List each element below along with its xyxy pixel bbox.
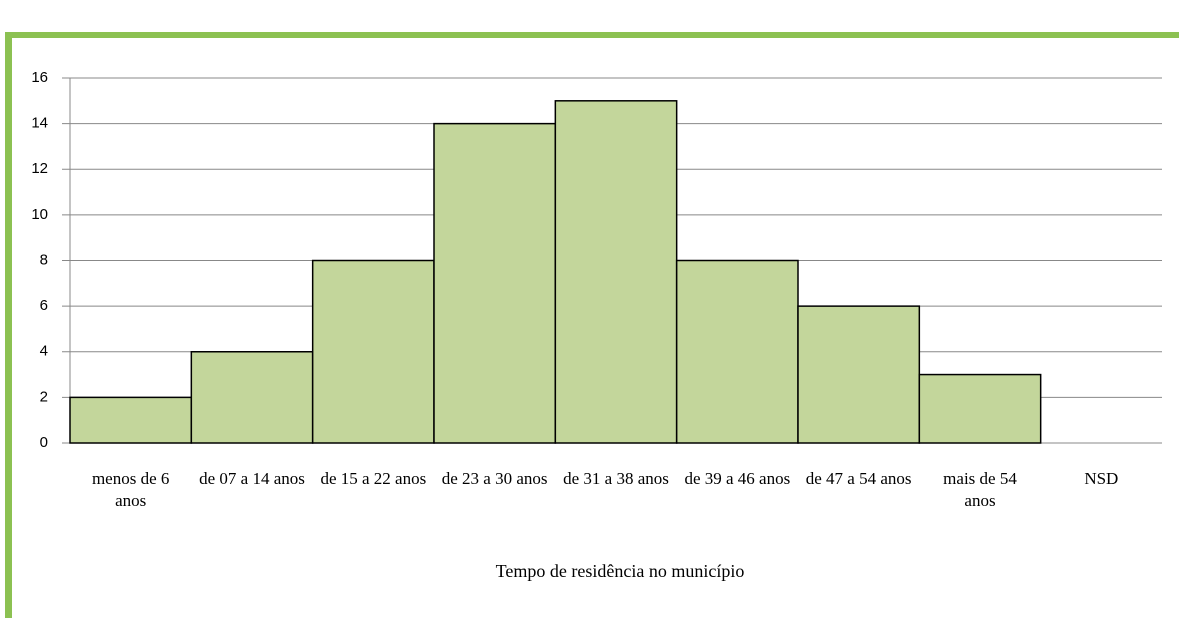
y-tick-label: 2 (40, 388, 48, 405)
x-tick-label: mais de 54 anos (943, 469, 1017, 510)
x-tick-label: de 07 a 14 anos (199, 469, 305, 488)
y-tick-label: 0 (40, 434, 48, 451)
x-tick-label: NSD (1084, 469, 1119, 488)
x-axis-title: Tempo de residência no município (495, 561, 745, 581)
bar (433, 122, 557, 444)
x-tick-label: menos de 6 anos (91, 469, 170, 510)
x-tick-label: de 39 a 46 anos (684, 469, 791, 488)
frame-left (5, 32, 12, 618)
y-tick-label: 6 (40, 297, 48, 314)
bar (311, 259, 435, 444)
y-tick-label: 12 (31, 160, 48, 177)
x-tick-label: de 23 a 30 anos (441, 469, 548, 488)
bar (797, 305, 921, 444)
x-tick-label: de 47 a 54 anos (805, 469, 912, 488)
frame-top (8, 32, 1179, 38)
bar (69, 396, 193, 444)
x-tick-label: de 31 a 38 anos (563, 469, 669, 488)
y-tick-label: 14 (31, 115, 48, 132)
bar (190, 351, 314, 444)
x-tick-label: de 15 a 22 anos (320, 469, 427, 488)
y-tick-label: 16 (31, 69, 48, 86)
bar (675, 259, 799, 444)
y-tick-label: 10 (31, 206, 48, 223)
bar (554, 100, 678, 444)
y-tick-label: 4 (40, 343, 48, 360)
y-tick-label: 8 (40, 251, 48, 268)
bar (918, 373, 1042, 444)
